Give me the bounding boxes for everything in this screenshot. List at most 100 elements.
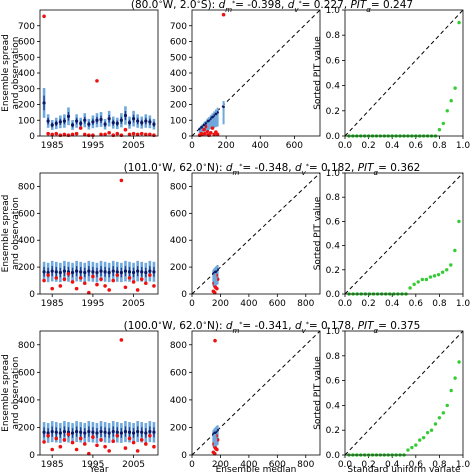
median-point — [62, 119, 67, 123]
median-point — [79, 430, 83, 434]
observation-point — [123, 285, 128, 290]
y-tick-label: 0.4 — [326, 242, 341, 252]
x-tick-label: 400 — [252, 141, 269, 151]
median-point — [140, 430, 144, 434]
observation-point — [91, 133, 95, 138]
observation-point — [135, 132, 140, 137]
y-tick-label: 100 — [18, 116, 35, 126]
y-tick-label: 0.6 — [326, 56, 341, 66]
median-point — [209, 117, 213, 120]
x-tick-label: 0.4 — [385, 141, 400, 151]
median-point — [91, 430, 95, 434]
observation-point — [42, 14, 46, 19]
pit-point — [457, 360, 461, 364]
median-point — [46, 431, 50, 435]
x-tick-label: 0 — [189, 299, 195, 309]
y-tick-label: 0.6 — [326, 217, 341, 227]
median-point — [95, 118, 99, 122]
observation-point — [78, 436, 83, 441]
x-tick-label: 0.0 — [338, 460, 353, 470]
observation-point — [123, 127, 128, 132]
y-tick-label: 0.0 — [326, 290, 341, 300]
pit-point — [414, 443, 418, 447]
median-point — [42, 430, 46, 434]
x-tick-label: 1985 — [41, 460, 64, 470]
observation-point — [107, 131, 111, 135]
median-point — [144, 270, 148, 275]
y-label-pit: Sorted PIT value — [313, 36, 323, 110]
observation-point — [152, 284, 156, 288]
observation-point — [58, 133, 63, 138]
observation-point — [82, 281, 87, 286]
median-point — [54, 430, 58, 434]
median-point — [115, 430, 119, 434]
x-tick-label: 400 — [240, 299, 257, 309]
observation-point — [91, 274, 95, 279]
observation-point — [50, 447, 55, 452]
panel-row1-timeseries: 0 100 200 300 400 500 600 700 1985 1995 2005 — [18, 9, 159, 151]
observation-point — [107, 449, 111, 453]
pit-point — [440, 270, 445, 274]
axes-frame — [191, 172, 321, 295]
y-tick-label: 600 — [170, 209, 187, 219]
x-tick-label: 2005 — [122, 299, 145, 309]
observation-point — [99, 277, 103, 282]
observation-point — [82, 442, 87, 446]
y-tick-label: 700 — [18, 22, 35, 32]
observation-point — [148, 132, 152, 137]
median-point — [54, 121, 58, 125]
observation-point — [212, 290, 217, 295]
identity-line — [344, 172, 464, 295]
observation-point — [135, 449, 140, 453]
median-point — [123, 269, 128, 273]
observation-point — [213, 338, 217, 343]
median-point — [70, 431, 75, 435]
row-title: (100.0∘W, 62.0∘N): dm*= -0.341, dv*= 0.1… — [124, 319, 421, 335]
x-tick-label: 600 — [269, 299, 286, 309]
observation-point — [62, 438, 67, 442]
y-tick-label: 700 — [170, 22, 187, 32]
y-tick-label: 600 — [170, 38, 187, 48]
median-point — [131, 431, 136, 435]
median-point — [83, 270, 87, 275]
y-tick-label: 200 — [170, 423, 187, 433]
y-tick-label: 0 — [29, 451, 35, 461]
median-point — [127, 270, 132, 274]
observation-point — [131, 440, 136, 445]
pit-point — [436, 272, 441, 277]
y-tick-label: 300 — [170, 85, 187, 95]
x-tick-label: 1.0 — [456, 299, 471, 309]
pit-point — [449, 263, 453, 267]
y-tick-label: 600 — [170, 368, 187, 378]
x-tick-label: 0.8 — [432, 299, 447, 309]
pit-point — [441, 411, 446, 415]
pit-point — [453, 376, 457, 380]
median-point — [91, 120, 95, 124]
pit-point — [432, 274, 437, 278]
median-point — [131, 270, 136, 275]
observation-point — [212, 451, 217, 456]
median-point — [95, 270, 99, 275]
observation-point — [143, 442, 148, 446]
x-tick-label: 0.0 — [338, 299, 353, 309]
y-tick-label: 0.6 — [326, 377, 341, 387]
identity-line — [191, 330, 321, 456]
observation-point — [202, 127, 206, 132]
y-tick-label: 300 — [18, 85, 35, 95]
x-tick-label: 0.0 — [338, 141, 353, 151]
y-tick-label: 600 — [18, 38, 35, 48]
median-point — [99, 117, 103, 122]
observation-point — [87, 290, 91, 295]
panel-row3-timeseries: 0 200 400 600 800 1985 1995 2005 — [18, 330, 159, 470]
axes-frame — [39, 172, 159, 295]
median-point — [115, 270, 119, 274]
y-tick-label: 200 — [18, 263, 35, 273]
median-point — [103, 122, 107, 126]
y-tick-label: 0.8 — [326, 352, 341, 362]
median-point — [66, 114, 71, 118]
median-point — [136, 269, 140, 273]
pit-point — [406, 448, 410, 452]
y-label-spread: Ensemble spread — [1, 195, 11, 273]
observation-point — [95, 282, 99, 287]
y-tick-label: 0 — [181, 451, 187, 461]
